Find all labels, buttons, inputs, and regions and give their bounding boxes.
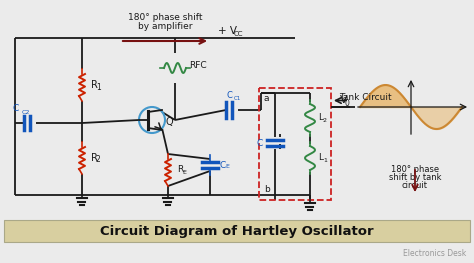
Text: C: C [226,91,232,100]
Text: L: L [318,154,323,163]
Text: E: E [225,164,229,169]
Text: V: V [340,95,347,105]
Text: 1: 1 [323,158,327,163]
Text: C1: C1 [234,96,241,101]
Text: Q: Q [166,117,173,127]
Text: C: C [257,139,263,148]
Text: L: L [318,114,323,123]
Text: E: E [182,169,186,174]
Text: shift by tank: shift by tank [389,173,441,182]
Text: CC: CC [234,31,244,37]
Text: 2: 2 [96,155,101,164]
Text: R: R [177,165,183,174]
Text: C2: C2 [22,110,30,115]
Text: Tank Circuit: Tank Circuit [339,93,392,102]
Text: circuit: circuit [402,181,428,190]
Text: 180° phase: 180° phase [391,165,439,174]
Text: 180° phase shift: 180° phase shift [128,13,202,22]
Text: + V: + V [218,26,237,36]
Text: by amplifier: by amplifier [138,22,192,31]
Text: 2: 2 [323,118,327,123]
Text: b: b [264,185,270,194]
Bar [259,88,331,200]
Text: RFC: RFC [189,62,207,70]
Text: R: R [91,80,98,90]
Text: C: C [220,160,226,169]
Text: a: a [264,94,270,103]
Bar [4,220,470,242]
Text: 1: 1 [96,83,101,92]
Text: Electronics Desk: Electronics Desk [403,249,466,258]
Text: Circuit Diagram of Hartley Oscillator: Circuit Diagram of Hartley Oscillator [100,225,374,238]
Text: R: R [91,153,98,163]
Text: 0: 0 [345,99,350,108]
Text: C: C [13,104,19,113]
